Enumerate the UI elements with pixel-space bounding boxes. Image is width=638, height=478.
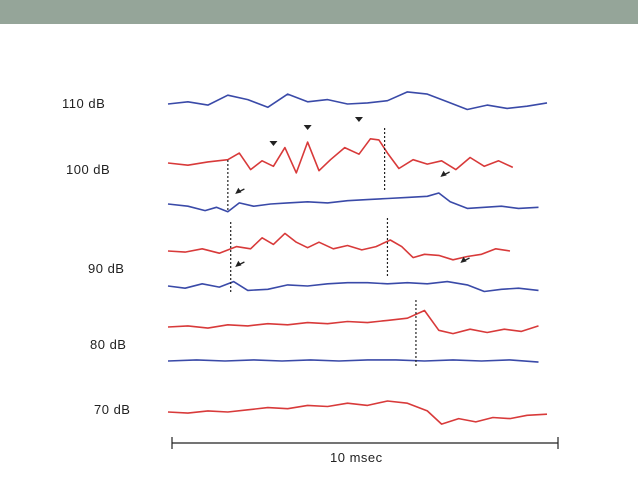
- slide-header-band: [0, 0, 638, 24]
- wave-peak-marker: [269, 141, 278, 146]
- wave-peak-marker: [354, 117, 363, 122]
- time-scale-bar: [171, 437, 559, 449]
- waveform-100db-red: [167, 138, 514, 174]
- level-label-110: 110 dB: [62, 96, 105, 111]
- waveform-90db-blue: [167, 280, 539, 293]
- level-label-90: 90 dB: [88, 261, 124, 276]
- level-label-70: 70 dB: [94, 402, 130, 417]
- wave-arrow-marker: [460, 256, 470, 263]
- waveform-80db-blue: [167, 359, 539, 363]
- wave-arrow-marker: [235, 260, 245, 267]
- wave-peak-marker: [303, 125, 312, 130]
- waveform-70db-red: [167, 400, 548, 425]
- scale-bar-label: 10 msec: [330, 450, 383, 465]
- waveform-110db-blue: [167, 91, 548, 111]
- waveform-markers: [227, 117, 470, 366]
- waveform-100db-blue: [167, 192, 539, 213]
- wave-arrow-marker: [235, 187, 245, 194]
- waveform-traces: [167, 91, 548, 425]
- waveform-90db-red: [167, 232, 511, 261]
- level-label-100: 100 dB: [66, 162, 110, 177]
- level-label-80: 80 dB: [90, 337, 126, 352]
- wave-arrow-marker: [440, 170, 450, 177]
- waveform-80db-red: [167, 309, 539, 335]
